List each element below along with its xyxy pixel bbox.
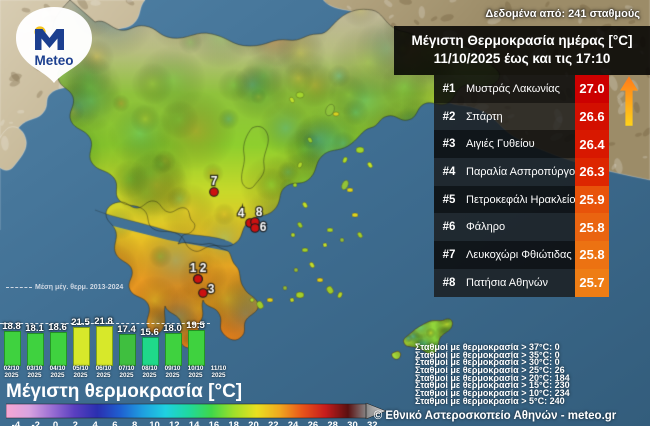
svg-text:Meteo: Meteo [34,53,73,68]
